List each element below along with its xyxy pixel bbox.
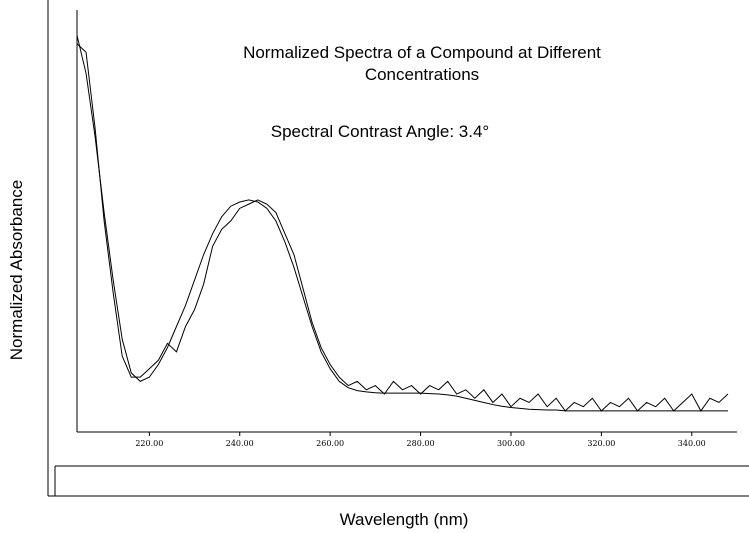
x-tick-label: 300.00 (497, 439, 525, 448)
x-tick-label: 260.00 (316, 439, 344, 448)
annotation: Spectral Contrast Angle: 3.4° (270, 122, 490, 141)
spectrum-line (76, 35, 728, 412)
x-tick-label: 280.00 (407, 439, 435, 448)
spectrum-line (76, 43, 729, 412)
x-tick-label: 220.00 (135, 439, 163, 448)
x-tick-label: 240.00 (226, 439, 254, 448)
x-tick-label: 320.00 (587, 439, 615, 448)
x-tick-label: 340.00 (678, 439, 706, 448)
chart-title: Normalized Spectra of a Compound at Diff… (243, 43, 601, 84)
y-axis-label: Normalized Absorbance (7, 180, 26, 360)
x-axis-label: Wavelength (nm) (340, 510, 469, 529)
